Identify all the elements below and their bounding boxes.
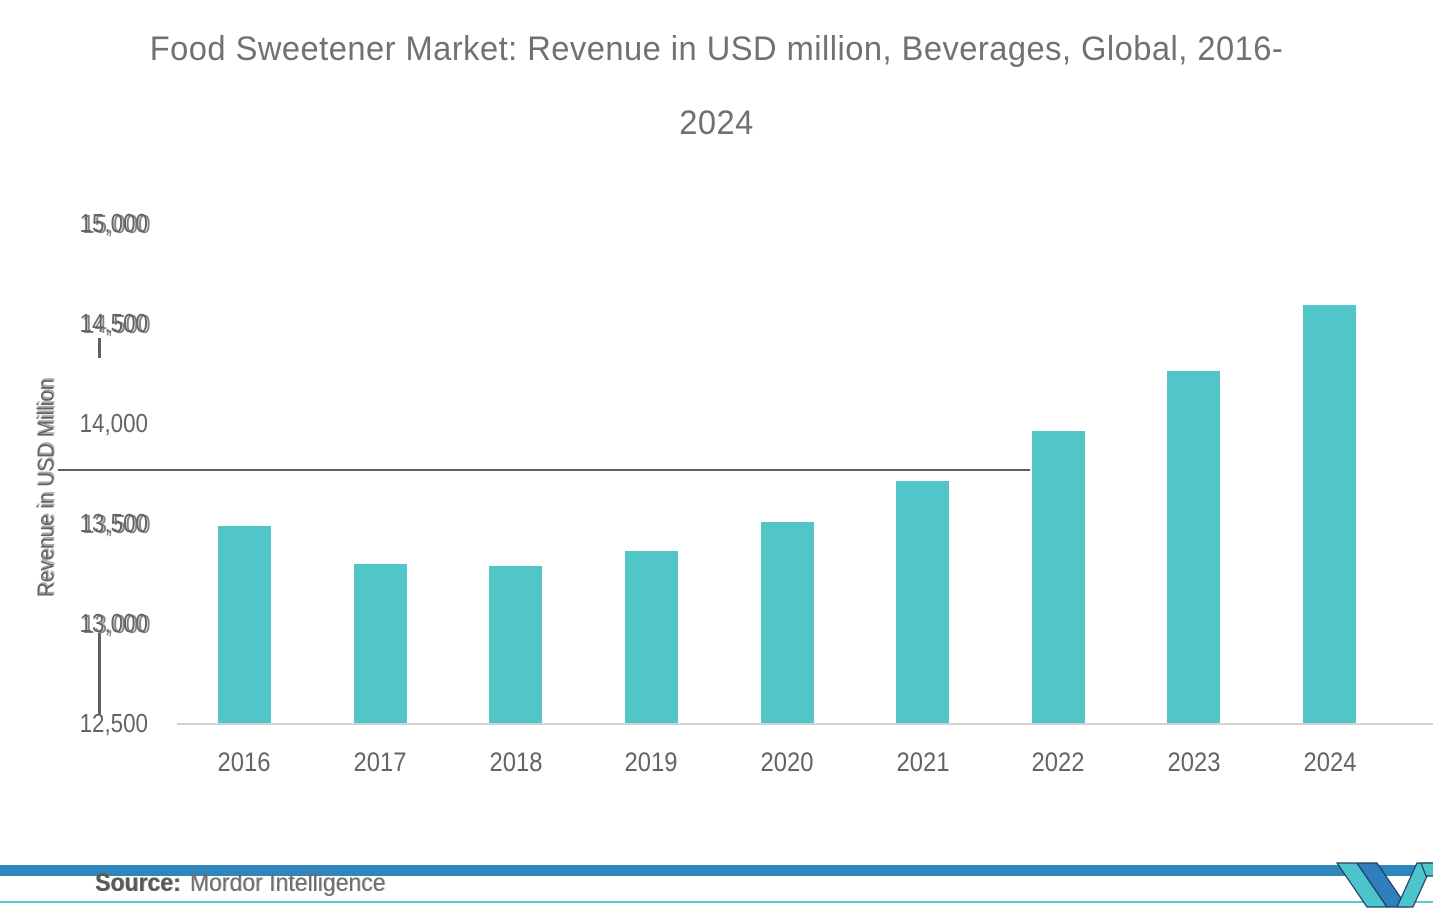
bar-2017[interactable]: [354, 564, 407, 723]
x-axis-label-2016: 2016: [217, 747, 271, 777]
bar-2023[interactable]: [1167, 371, 1220, 723]
chart-title: Food Sweetener Market: Revenue in USD mi…: [29, 12, 1405, 160]
chart-title-line2: 2024: [679, 104, 754, 142]
x-axis-label-2018: 2018: [489, 747, 543, 777]
stray-axis-segment-upper: [98, 338, 101, 358]
footer-band: [0, 865, 1433, 876]
chart-title-line1: Food Sweetener Market: Revenue in USD mi…: [149, 30, 1284, 68]
stray-gridline: [58, 469, 1030, 471]
x-axis-label-2022: 2022: [1031, 747, 1085, 777]
bar-2024[interactable]: [1303, 305, 1356, 723]
footer-accent-line: [0, 901, 1433, 903]
y-axis-label-14000: 14,000: [79, 408, 148, 438]
bar-2018[interactable]: [489, 566, 542, 723]
y-axis-label-13000: 13,000: [79, 608, 148, 638]
bar-2016[interactable]: [218, 526, 271, 723]
x-axis-label-2019: 2019: [624, 747, 678, 777]
bar-2021[interactable]: [896, 481, 949, 723]
source-value: Mordor Intelligence: [189, 869, 386, 897]
source-label: Source:: [95, 869, 181, 897]
logo-shape-teal-corner: [1420, 862, 1433, 877]
mordor-intelligence-logo: [1335, 862, 1433, 908]
x-axis-label-2017: 2017: [353, 747, 407, 777]
bar-2019[interactable]: [625, 551, 678, 723]
x-axis-label-2021: 2021: [896, 747, 950, 777]
x-axis-baseline: [177, 723, 1433, 725]
y-axis-label-14500: 14,500: [79, 308, 148, 338]
x-axis-label-2024: 2024: [1303, 747, 1357, 777]
y-axis-label-15000: 15,000: [79, 208, 148, 238]
logo-shape-teal-rising: [1396, 862, 1433, 908]
y-axis-label-13500: 13,500: [79, 508, 148, 538]
stray-axis-segment-lower: [98, 633, 101, 714]
x-axis-label-2020: 2020: [760, 747, 814, 777]
bar-2020[interactable]: [761, 522, 814, 723]
bar-2022[interactable]: [1032, 431, 1085, 723]
x-axis-label-2023: 2023: [1167, 747, 1221, 777]
source-attribution: Source: Mordor Intelligence: [95, 869, 385, 898]
y-axis-label-12500: 12,500: [79, 708, 148, 738]
